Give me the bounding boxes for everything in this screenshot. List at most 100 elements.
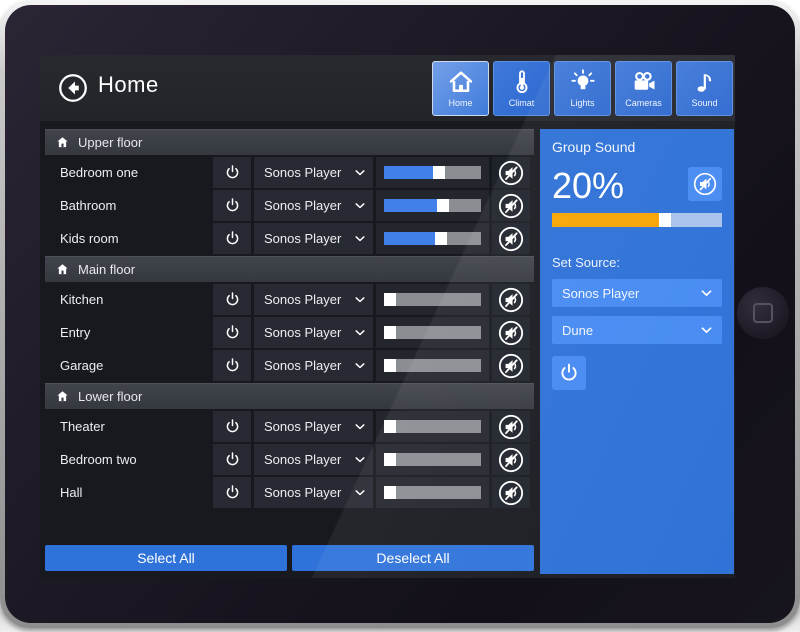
room-source-select[interactable]: Sonos Player [254, 411, 373, 442]
power-icon [224, 451, 241, 468]
room-source-select[interactable]: Sonos Player [254, 157, 373, 188]
room-volume-track[interactable] [384, 486, 481, 499]
nav-button-label: Sound [691, 98, 718, 108]
room-volume-slider[interactable] [376, 317, 489, 348]
power-icon [558, 362, 580, 384]
room-volume-track[interactable] [384, 199, 481, 212]
deselect-all-button[interactable]: Deselect All [292, 545, 534, 571]
room-row: Bedroom two Sonos Player [45, 444, 534, 475]
room-volume-handle[interactable] [384, 420, 396, 433]
room-name: Bathroom [60, 198, 117, 213]
source-select-player[interactable]: Sonos Player [552, 279, 722, 307]
group-volume-handle[interactable] [659, 213, 672, 227]
room-mute-button[interactable] [492, 444, 530, 475]
room-mute-button[interactable] [492, 284, 530, 315]
room-volume-slider[interactable] [376, 444, 489, 475]
room-label-cell: Bathroom [45, 190, 210, 221]
select-all-button[interactable]: Select All [45, 545, 287, 571]
floors-list: Upper floor Bedroom one Sonos Player Bat… [45, 129, 534, 510]
room-mute-button[interactable] [492, 223, 530, 254]
room-source-select[interactable]: Sonos Player [254, 444, 373, 475]
chevron-down-icon [355, 236, 365, 242]
nav-button-climat[interactable]: Climat [493, 61, 550, 116]
room-source-select[interactable]: Sonos Player [254, 190, 373, 221]
room-volume-handle[interactable] [435, 232, 448, 245]
group-power-button[interactable] [552, 356, 586, 390]
room-source-value: Sonos Player [264, 165, 342, 180]
group-mute-button[interactable] [688, 167, 722, 201]
room-power-button[interactable] [213, 190, 251, 221]
room-mute-button[interactable] [492, 350, 530, 381]
room-power-button[interactable] [213, 350, 251, 381]
source-select-player-value: Sonos Player [562, 285, 640, 301]
group-sound-title: Group Sound [552, 139, 636, 155]
group-volume-slider[interactable] [552, 213, 722, 227]
room-volume-track[interactable] [384, 420, 481, 433]
nav-button-home[interactable]: Home [432, 61, 489, 116]
thermometer-icon [508, 68, 536, 96]
room-power-button[interactable] [213, 411, 251, 442]
room-volume-slider[interactable] [376, 223, 489, 254]
room-volume-track[interactable] [384, 453, 481, 466]
room-name: Hall [60, 485, 83, 500]
room-power-button[interactable] [213, 223, 251, 254]
room-volume-track[interactable] [384, 359, 481, 372]
room-source-select[interactable]: Sonos Player [254, 223, 373, 254]
room-power-button[interactable] [213, 477, 251, 508]
room-volume-slider[interactable] [376, 411, 489, 442]
group-volume-fill [552, 213, 660, 227]
room-volume-fill [384, 166, 433, 179]
room-label-cell: Kids room [45, 223, 210, 254]
room-volume-slider[interactable] [376, 284, 489, 315]
power-icon [224, 418, 241, 435]
room-mute-button[interactable] [492, 190, 530, 221]
nav-button-sound[interactable]: Sound [676, 61, 733, 116]
room-power-button[interactable] [213, 317, 251, 348]
house-icon [55, 262, 70, 277]
camera-icon [630, 68, 658, 96]
source-select-input[interactable]: Dune [552, 316, 722, 344]
room-volume-handle[interactable] [384, 359, 396, 372]
house-icon [55, 135, 70, 150]
room-volume-track[interactable] [384, 293, 481, 306]
room-volume-track[interactable] [384, 166, 481, 179]
floor-name: Main floor [78, 262, 136, 277]
room-volume-fill [384, 199, 438, 212]
mute-icon [498, 226, 524, 252]
room-name: Garage [60, 358, 104, 373]
room-row: Bathroom Sonos Player [45, 190, 534, 221]
room-source-value: Sonos Player [264, 292, 342, 307]
room-volume-slider[interactable] [376, 477, 489, 508]
nav-button-label: Cameras [625, 98, 662, 108]
room-volume-handle[interactable] [384, 453, 396, 466]
room-volume-slider[interactable] [376, 157, 489, 188]
nav-button-lights[interactable]: Lights [554, 61, 611, 116]
room-volume-handle[interactable] [437, 199, 450, 212]
room-mute-button[interactable] [492, 411, 530, 442]
room-source-select[interactable]: Sonos Player [254, 317, 373, 348]
room-row: Theater Sonos Player [45, 411, 534, 442]
room-source-select[interactable]: Sonos Player [254, 284, 373, 315]
tablet-home-button[interactable] [737, 287, 789, 339]
nav-button-cameras[interactable]: Cameras [615, 61, 672, 116]
power-icon [224, 230, 241, 247]
room-power-button[interactable] [213, 444, 251, 475]
room-source-select[interactable]: Sonos Player [254, 350, 373, 381]
room-volume-handle[interactable] [384, 326, 396, 339]
room-volume-handle[interactable] [432, 166, 445, 179]
room-volume-handle[interactable] [384, 486, 396, 499]
room-source-select[interactable]: Sonos Player [254, 477, 373, 508]
room-mute-button[interactable] [492, 317, 530, 348]
tablet-home-button-icon [753, 303, 773, 323]
back-button[interactable] [58, 73, 88, 103]
room-volume-handle[interactable] [384, 293, 396, 306]
room-volume-slider[interactable] [376, 190, 489, 221]
room-mute-button[interactable] [492, 477, 530, 508]
room-volume-track[interactable] [384, 232, 481, 245]
room-volume-track[interactable] [384, 326, 481, 339]
room-volume-slider[interactable] [376, 350, 489, 381]
room-power-button[interactable] [213, 157, 251, 188]
room-power-button[interactable] [213, 284, 251, 315]
back-arrow-icon [58, 73, 88, 103]
room-mute-button[interactable] [492, 157, 530, 188]
